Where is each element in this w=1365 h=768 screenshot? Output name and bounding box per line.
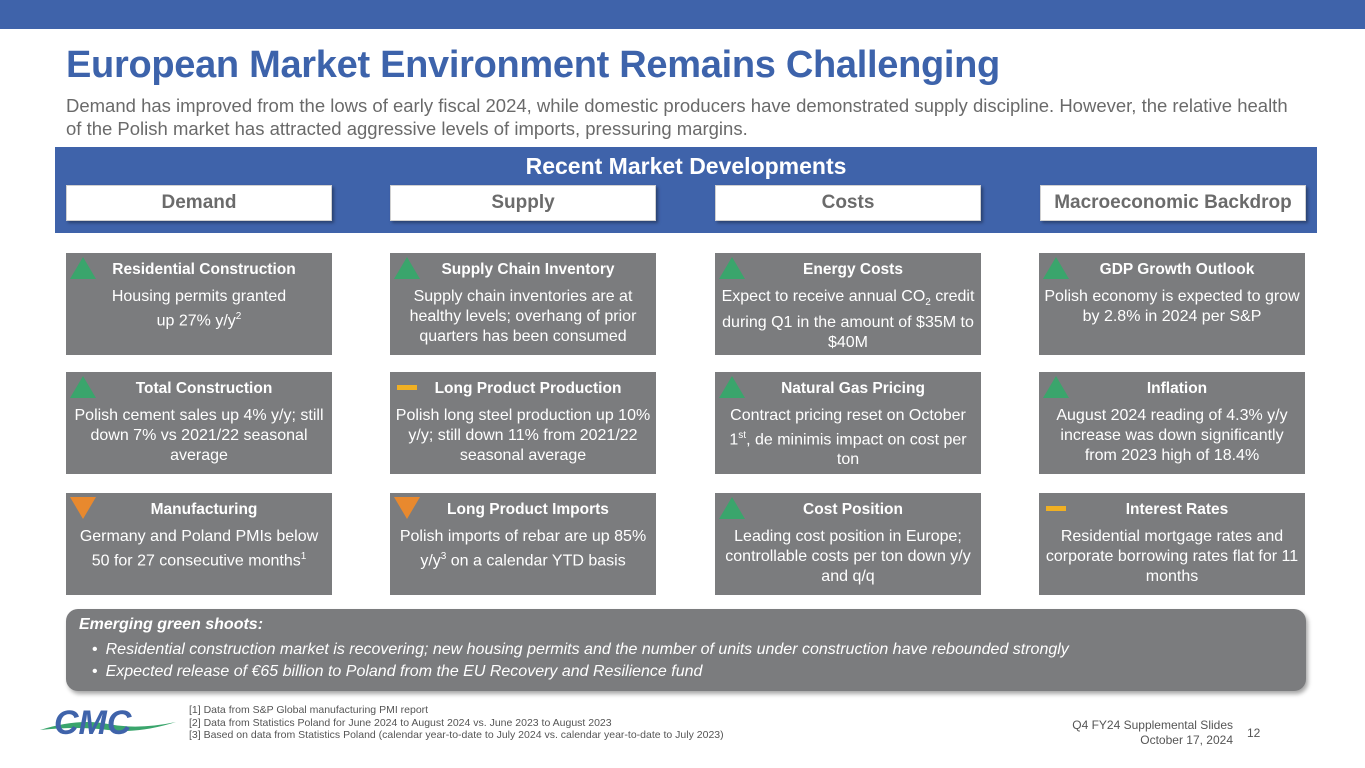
card-body: Germany and Poland PMIs below 50 for 27 …: [79, 528, 319, 570]
card-natural-gas-pricing: Natural Gas Pricing Contract pricing res…: [715, 372, 981, 474]
up-triangle-icon: [719, 376, 745, 398]
column-header-demand: Demand: [66, 185, 332, 221]
footnote: [2] Data from Statistics Poland for June…: [189, 716, 612, 729]
card-body: Residential mortgage rates and corporate…: [1045, 528, 1299, 585]
up-triangle-icon: [70, 376, 96, 398]
list-item: Residential construction market is recov…: [92, 639, 1069, 661]
column-header-macro: Macroeconomic Backdrop: [1040, 185, 1306, 221]
card-body: Expect to receive annual CO2 credit duri…: [721, 288, 975, 352]
card-body: Polish imports of rebar are up 85% y/y3 …: [399, 528, 647, 570]
card-cost-position: Cost Position Leading cost position in E…: [715, 493, 981, 595]
card-gdp-growth-outlook: GDP Growth Outlook Polish economy is exp…: [1039, 253, 1305, 355]
card-supply-chain-inventory: Supply Chain Inventory Supply chain inve…: [390, 253, 656, 355]
card-body: Polish cement sales up 4% y/y; still dow…: [74, 407, 324, 464]
card-body: Polish long steel production up 10% y/y;…: [395, 407, 651, 464]
up-triangle-icon: [1043, 376, 1069, 398]
card-title: Supply Chain Inventory: [441, 261, 615, 278]
card-title: Inflation: [1146, 380, 1208, 397]
up-triangle-icon: [394, 257, 420, 279]
up-triangle-icon: [70, 257, 96, 279]
list-item: Expected release of €65 billion to Polan…: [92, 661, 1069, 683]
footnote: [3] Based on data from Statistics Poland…: [189, 729, 724, 741]
footer-date: October 17, 2024: [1140, 733, 1233, 747]
card-long-product-production: Long Product Production Polish long stee…: [390, 372, 656, 474]
card-manufacturing: Manufacturing Germany and Poland PMIs be…: [66, 493, 332, 595]
card-title: GDP Growth Outlook: [1099, 261, 1255, 278]
card-long-product-imports: Long Product Imports Polish imports of r…: [390, 493, 656, 595]
card-energy-costs: Energy Costs Expect to receive annual CO…: [715, 253, 981, 355]
section-title: Recent Market Developments: [525, 153, 847, 179]
card-body: August 2024 reading of 4.3% y/y increase…: [1056, 407, 1288, 464]
page-number: 12: [1247, 726, 1261, 740]
card-interest-rates: Interest Rates Residential mortgage rate…: [1039, 493, 1305, 595]
green-shoots-title: Emerging green shoots:: [79, 616, 264, 633]
card-title: Interest Rates: [1125, 501, 1229, 518]
card-title: Natural Gas Pricing: [781, 380, 925, 397]
column-header-supply: Supply: [390, 185, 656, 221]
card-title: Manufacturing: [150, 501, 258, 518]
green-shoots-list: Residential construction market is recov…: [92, 639, 1069, 683]
card-title: Total Construction: [135, 380, 273, 397]
card-title: Long Product Imports: [447, 501, 609, 518]
up-triangle-icon: [719, 497, 745, 519]
column-header-costs: Costs: [715, 185, 981, 221]
page-subtitle: Demand has improved from the lows of ear…: [66, 95, 1288, 139]
card-body: Leading cost position in Europe; control…: [725, 528, 971, 585]
card-inflation: Inflation August 2024 reading of 4.3% y/…: [1039, 372, 1305, 474]
green-shoots-box: Emerging green shoots: Residential const…: [66, 609, 1306, 691]
footnotes: [1] Data from S&P Global manufacturing P…: [189, 704, 724, 742]
card-residential-construction: Residential Construction Housing permits…: [66, 253, 332, 355]
footer-deck-name: Q4 FY24 Supplemental Slides: [1072, 718, 1233, 732]
up-triangle-icon: [719, 257, 745, 279]
card-body: Housing permits granted up 27% y/y2: [111, 288, 287, 330]
card-title: Residential Construction: [112, 261, 296, 278]
page-title: European Market Environment Remains Chal…: [66, 44, 1000, 86]
card-total-construction: Total Construction Polish cement sales u…: [66, 372, 332, 474]
card-title: Long Product Production: [434, 380, 622, 397]
flat-dash-icon: [1046, 506, 1066, 511]
cmc-logo: CMC: [40, 704, 176, 740]
card-title: Cost Position: [803, 501, 903, 518]
card-body: Polish economy is expected to grow by 2.…: [1044, 288, 1300, 325]
flat-dash-icon: [397, 385, 417, 390]
market-developments-band: Recent Market Developments Demand Supply…: [55, 147, 1317, 233]
card-body: Contract pricing reset on October 1st, d…: [729, 407, 967, 469]
footer-info: Q4 FY24 Supplemental Slides October 17, …: [1072, 718, 1233, 748]
card-title: Energy Costs: [803, 261, 903, 278]
down-triangle-icon: [70, 497, 96, 519]
up-triangle-icon: [1043, 257, 1069, 279]
card-body: Supply chain inventories are at healthy …: [409, 288, 637, 345]
top-bar: [0, 0, 1365, 29]
svg-text:CMC: CMC: [54, 704, 132, 740]
footnote: [1] Data from S&P Global manufacturing P…: [189, 704, 429, 716]
down-triangle-icon: [394, 497, 420, 519]
